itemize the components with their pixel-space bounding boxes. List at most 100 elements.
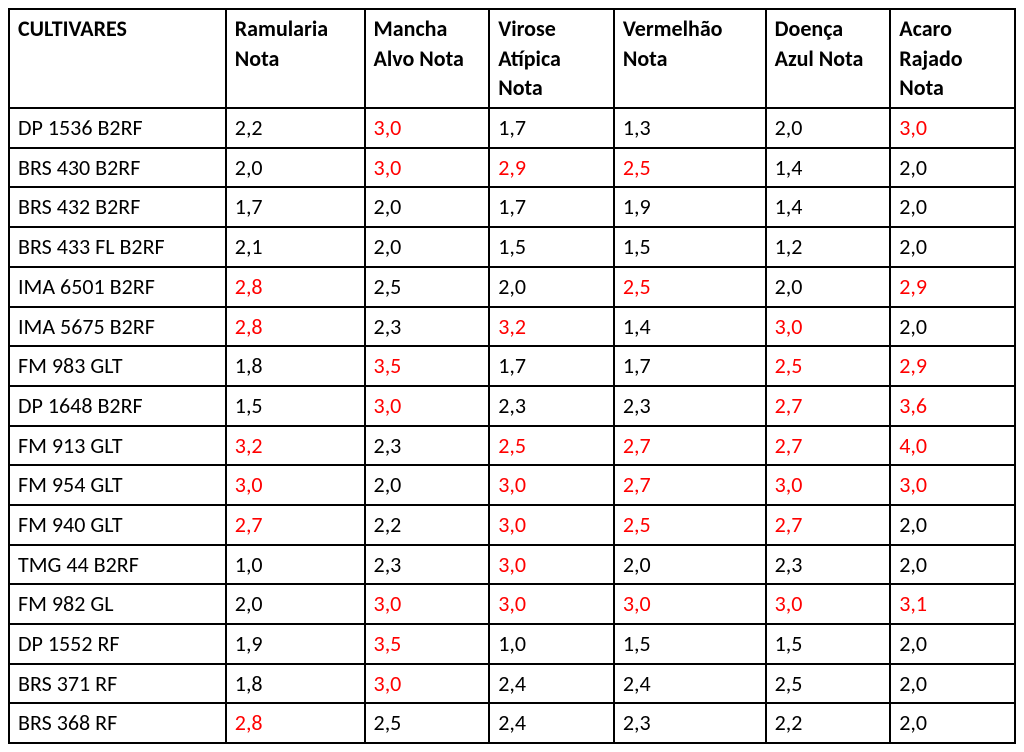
- cell-value: 3,0: [890, 108, 1015, 148]
- cell-value: 2,0: [890, 624, 1015, 664]
- table-row: FM 954 GLT3,02,03,02,73,03,0: [9, 465, 1015, 505]
- cell-value: 3,0: [489, 545, 614, 585]
- cell-value: 2,5: [614, 267, 766, 307]
- cell-value: 1,5: [226, 386, 365, 426]
- col-cultivares: CULTIVARES: [9, 9, 226, 108]
- cell-value: 2,0: [890, 664, 1015, 704]
- cell-value: 3,0: [226, 465, 365, 505]
- cell-value: 2,7: [614, 426, 766, 466]
- cell-value: 2,0: [226, 584, 365, 624]
- cell-cultivar: FM 940 GLT: [9, 505, 226, 545]
- table-row: BRS 433 FL B2RF2,12,01,51,51,22,0: [9, 227, 1015, 267]
- cell-value: 3,0: [365, 584, 490, 624]
- cultivares-table: CULTIVARES Ramularia Nota Mancha Alvo No…: [8, 8, 1016, 744]
- cell-value: 2,0: [890, 187, 1015, 227]
- cell-value: 2,0: [890, 227, 1015, 267]
- cell-value: 2,4: [489, 703, 614, 743]
- cell-value: 2,8: [226, 307, 365, 347]
- cell-value: 1,0: [489, 624, 614, 664]
- cell-cultivar: BRS 371 RF: [9, 664, 226, 704]
- cell-value: 2,3: [766, 545, 891, 585]
- cell-value: 2,9: [489, 148, 614, 188]
- cell-value: 2,5: [766, 664, 891, 704]
- cell-value: 1,9: [614, 187, 766, 227]
- cell-cultivar: BRS 432 B2RF: [9, 187, 226, 227]
- cell-value: 3,1: [890, 584, 1015, 624]
- cell-value: 3,2: [226, 426, 365, 466]
- cell-value: 3,0: [890, 465, 1015, 505]
- cell-value: 3,0: [766, 307, 891, 347]
- cell-value: 2,4: [489, 664, 614, 704]
- table-row: IMA 5675 B2RF2,82,33,21,43,02,0: [9, 307, 1015, 347]
- cell-value: 2,3: [365, 545, 490, 585]
- cell-value: 2,7: [766, 426, 891, 466]
- cell-value: 2,0: [365, 227, 490, 267]
- cell-value: 2,9: [890, 346, 1015, 386]
- cell-value: 2,8: [226, 267, 365, 307]
- cell-value: 1,7: [489, 346, 614, 386]
- cell-value: 1,3: [614, 108, 766, 148]
- col-acaro-rajado: Acaro Rajado Nota: [890, 9, 1015, 108]
- cell-value: 3,5: [365, 624, 490, 664]
- table-row: DP 1536 B2RF2,23,01,71,32,03,0: [9, 108, 1015, 148]
- cell-value: 2,2: [766, 703, 891, 743]
- cell-value: 1,7: [614, 346, 766, 386]
- cell-value: 2,2: [226, 108, 365, 148]
- cell-value: 1,5: [614, 227, 766, 267]
- table-row: BRS 430 B2RF2,03,02,92,51,42,0: [9, 148, 1015, 188]
- cell-value: 2,5: [614, 148, 766, 188]
- table-header-row: CULTIVARES Ramularia Nota Mancha Alvo No…: [9, 9, 1015, 108]
- cell-value: 2,5: [489, 426, 614, 466]
- cell-value: 1,5: [614, 624, 766, 664]
- cell-value: 2,5: [365, 703, 490, 743]
- cell-value: 2,5: [766, 346, 891, 386]
- cell-value: 2,5: [365, 267, 490, 307]
- col-ramularia: Ramularia Nota: [226, 9, 365, 108]
- cell-value: 2,1: [226, 227, 365, 267]
- table-row: FM 983 GLT1,83,51,71,72,52,9: [9, 346, 1015, 386]
- cell-value: 1,4: [766, 148, 891, 188]
- cell-value: 2,0: [890, 148, 1015, 188]
- cell-value: 3,2: [489, 307, 614, 347]
- cell-cultivar: TMG 44 B2RF: [9, 545, 226, 585]
- table-row: FM 913 GLT3,22,32,52,72,74,0: [9, 426, 1015, 466]
- cell-value: 2,7: [766, 505, 891, 545]
- cell-value: 2,0: [890, 505, 1015, 545]
- col-mancha-alvo: Mancha Alvo Nota: [365, 9, 490, 108]
- cell-value: 2,0: [766, 108, 891, 148]
- cell-cultivar: BRS 433 FL B2RF: [9, 227, 226, 267]
- cell-value: 2,3: [365, 426, 490, 466]
- cell-cultivar: DP 1536 B2RF: [9, 108, 226, 148]
- cell-value: 2,2: [365, 505, 490, 545]
- cell-value: 3,0: [614, 584, 766, 624]
- cell-value: 3,0: [489, 505, 614, 545]
- cell-value: 2,3: [489, 386, 614, 426]
- cell-cultivar: DP 1648 B2RF: [9, 386, 226, 426]
- cell-value: 2,8: [226, 703, 365, 743]
- cell-value: 2,0: [766, 267, 891, 307]
- cell-value: 1,8: [226, 346, 365, 386]
- table-row: IMA 6501 B2RF2,82,52,02,52,02,9: [9, 267, 1015, 307]
- cell-value: 1,4: [766, 187, 891, 227]
- cell-cultivar: FM 982 GL: [9, 584, 226, 624]
- cell-value: 3,0: [489, 584, 614, 624]
- cell-value: 1,5: [766, 624, 891, 664]
- cell-value: 2,7: [614, 465, 766, 505]
- cell-value: 3,5: [365, 346, 490, 386]
- cell-value: 2,0: [489, 267, 614, 307]
- cell-value: 3,0: [766, 465, 891, 505]
- cell-value: 1,7: [489, 187, 614, 227]
- cell-value: 3,0: [489, 465, 614, 505]
- cell-value: 2,0: [890, 545, 1015, 585]
- cell-value: 2,4: [614, 664, 766, 704]
- cell-value: 2,7: [226, 505, 365, 545]
- table-body: DP 1536 B2RF2,23,01,71,32,03,0BRS 430 B2…: [9, 108, 1015, 743]
- cell-cultivar: IMA 5675 B2RF: [9, 307, 226, 347]
- cell-cultivar: BRS 368 RF: [9, 703, 226, 743]
- cell-value: 3,0: [365, 148, 490, 188]
- table-row: BRS 371 RF1,83,02,42,42,52,0: [9, 664, 1015, 704]
- cell-value: 2,5: [614, 505, 766, 545]
- table-row: BRS 432 B2RF1,72,01,71,91,42,0: [9, 187, 1015, 227]
- cell-cultivar: FM 954 GLT: [9, 465, 226, 505]
- cell-value: 2,3: [614, 386, 766, 426]
